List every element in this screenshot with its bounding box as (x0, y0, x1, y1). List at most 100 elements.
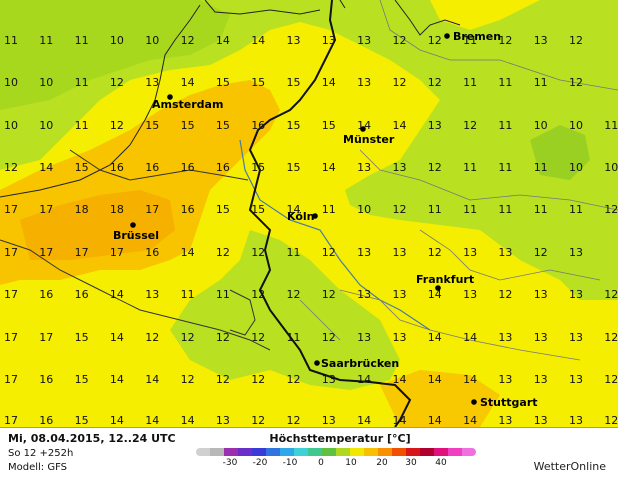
temperature-value: 14 (428, 373, 442, 386)
temperature-value: 11 (322, 203, 336, 216)
temperature-value: 12 (393, 34, 407, 47)
city-stuttgart: Stuttgart (471, 396, 538, 409)
city-label: Frankfurt (416, 273, 474, 286)
temperature-value: 13 (357, 161, 371, 174)
green-zone-north (0, 0, 618, 300)
colorbar-tick: -20 (252, 458, 268, 468)
temperature-value: 10 (39, 76, 53, 89)
temperature-value: 13 (357, 288, 371, 301)
temperature-value: 15 (251, 76, 265, 89)
city-label: Brüssel (113, 229, 159, 242)
temperature-value: 12 (110, 119, 124, 132)
temperature-value: 17 (4, 246, 18, 259)
temperature-value: 14 (463, 331, 477, 344)
colorbar-tick: 20 (376, 458, 388, 468)
temperature-value: 10 (39, 119, 53, 132)
temperature-value: 14 (357, 373, 371, 386)
green-zone-west (0, 0, 230, 110)
border-lux (229, 289, 256, 336)
coastline (0, 0, 461, 198)
temperature-value: 14 (428, 288, 442, 301)
city-mnster: Münster (343, 126, 395, 146)
temperature-value: 12 (251, 246, 265, 259)
colorbar-step (252, 448, 266, 456)
city-amsterdam: Amsterdam (152, 94, 223, 111)
temperature-value: 13 (393, 288, 407, 301)
temperature-value: 15 (251, 161, 265, 174)
temperature-value: 13 (498, 246, 512, 259)
temperature-value: 11 (75, 119, 89, 132)
temperature-value: 12 (145, 331, 159, 344)
city-label: Köln (287, 210, 315, 223)
temperature-value: 16 (39, 373, 53, 386)
temperature-value: 16 (181, 203, 195, 216)
temperature-value: 11 (287, 331, 301, 344)
temperature-value: 17 (145, 203, 159, 216)
city-label: Münster (343, 133, 395, 146)
temperature-values: 11 11 11 10 10 12 14 14 13 13 13 12 12 11 12 13 12 10 10 11… (4, 34, 618, 427)
temperature-value: 12 (251, 331, 265, 344)
temperature-value: 12 (498, 34, 512, 47)
temperature-value: 16 (216, 161, 230, 174)
colorbar-step (420, 448, 434, 456)
temperature-value: 13 (145, 76, 159, 89)
temperature-value: 12 (287, 414, 301, 427)
temperature-value: 17 (4, 288, 18, 301)
temperature-value: 11 (498, 161, 512, 174)
colorbar-step (462, 448, 476, 456)
temperature-value: 12 (604, 288, 618, 301)
model-run: So 12 +252h (8, 448, 74, 459)
temperature-value: 15 (75, 161, 89, 174)
temperature-value: 17 (39, 203, 53, 216)
temperature-value: 10 (357, 203, 371, 216)
temperature-value: 15 (287, 76, 301, 89)
city-markers: Bremen Amsterdam Münster Brüssel Köln Frankfu… (113, 30, 538, 409)
temperature-value: 11 (604, 119, 618, 132)
temperature-value: 14 (110, 288, 124, 301)
temperature-value: 12 (216, 331, 230, 344)
temperature-value: 11 (75, 34, 89, 47)
temperature-value: 12 (498, 288, 512, 301)
temperature-value: 13 (357, 246, 371, 259)
temperature-value: 13 (393, 161, 407, 174)
colorbar-step (308, 448, 322, 456)
city-dot (435, 285, 441, 291)
temperature-value: 15 (145, 119, 159, 132)
border-be-nl (69, 149, 249, 181)
city-dot (312, 213, 318, 219)
temperature-value: 11 (463, 34, 477, 47)
green-zone-center (170, 230, 400, 390)
temperature-value: 16 (39, 288, 53, 301)
temperature-value: 13 (357, 331, 371, 344)
colorbar-step (336, 448, 350, 456)
colorbar-step (196, 448, 210, 456)
temperature-value: 12 (322, 331, 336, 344)
temperature-value: 12 (463, 119, 477, 132)
temperature-value: 13 (463, 246, 477, 259)
temperature-value: 12 (287, 288, 301, 301)
temperature-value: 11 (534, 203, 548, 216)
temperature-value: 11 (463, 76, 477, 89)
temperature-value: 15 (75, 331, 89, 344)
temperature-value: 12 (604, 373, 618, 386)
temperature-value: 15 (287, 119, 301, 132)
temperature-value: 17 (39, 331, 53, 344)
temperature-value: 12 (287, 373, 301, 386)
colorbar-step (280, 448, 294, 456)
colorbar-step (406, 448, 420, 456)
colorbar-step (350, 448, 364, 456)
temperature-value: 13 (569, 246, 583, 259)
temperature-value: 10 (4, 76, 18, 89)
colorbar-step (266, 448, 280, 456)
temperature-value: 14 (145, 414, 159, 427)
temperature-value: 12 (322, 246, 336, 259)
temperature-value: 13 (322, 34, 336, 47)
temperature-value: 13 (322, 414, 336, 427)
temperature-value: 13 (357, 34, 371, 47)
temperature-value: 12 (428, 161, 442, 174)
temperature-value: 10 (569, 161, 583, 174)
temperature-value: 11 (569, 203, 583, 216)
temperature-value: 13 (322, 373, 336, 386)
temperature-value: 15 (322, 119, 336, 132)
temperature-value: 13 (534, 288, 548, 301)
